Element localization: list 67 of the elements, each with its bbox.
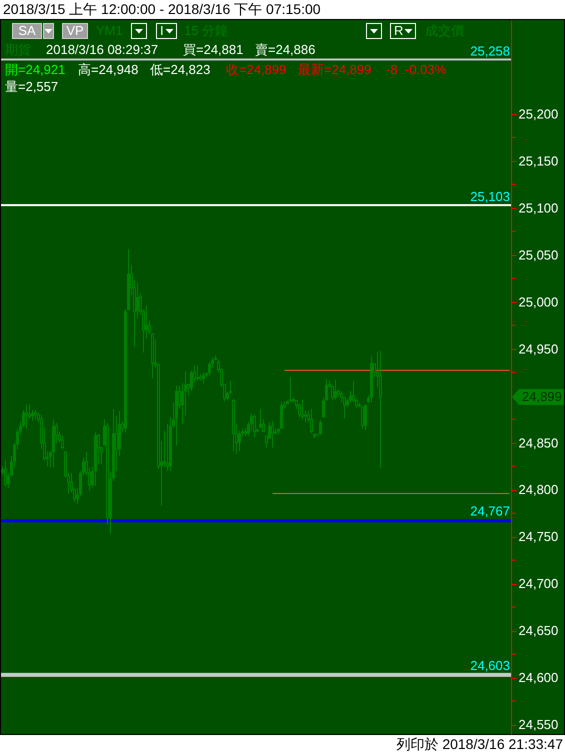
annotation: -0.03% bbox=[405, 62, 446, 77]
dropdown-button: R bbox=[390, 23, 416, 39]
candlestick bbox=[325, 378, 328, 401]
y-tick-label: 25,050 bbox=[518, 247, 558, 262]
annotation: 賣=24,886 bbox=[255, 42, 316, 57]
candlestick bbox=[253, 414, 256, 438]
candlestick bbox=[259, 408, 262, 428]
ref-line-label: 25,258 bbox=[470, 43, 510, 58]
button: SA bbox=[12, 23, 42, 39]
annotation: -8 bbox=[386, 62, 398, 77]
candlestick bbox=[340, 390, 343, 403]
y-tick-label: 24,850 bbox=[518, 435, 558, 450]
dropdown-button: I bbox=[156, 23, 177, 39]
y-tick-label: 24,550 bbox=[518, 717, 558, 732]
candlestick bbox=[319, 420, 322, 435]
y-tick-label: 24,650 bbox=[518, 623, 558, 638]
annotation: 2018/3/16 08:29:37 bbox=[46, 42, 158, 57]
y-tick-label: 24,750 bbox=[518, 529, 558, 544]
y-tick-label: 25,100 bbox=[518, 200, 558, 216]
annotation: 開=24,921 bbox=[5, 62, 66, 77]
candlestick bbox=[271, 420, 274, 448]
annotation: I bbox=[160, 23, 164, 38]
y-tick-label: 24,950 bbox=[518, 341, 558, 356]
annotation: VP bbox=[66, 23, 84, 38]
annotation: 高=24,948 bbox=[78, 62, 138, 77]
annotation: 收=24,899 bbox=[226, 62, 286, 77]
candlestick bbox=[25, 404, 28, 430]
candlestick bbox=[31, 409, 34, 422]
candlestick bbox=[34, 409, 37, 420]
candlestick bbox=[334, 379, 337, 400]
ref-line-label: 24,603 bbox=[470, 658, 510, 673]
y-tick-label: 25,000 bbox=[518, 294, 558, 310]
candlestick bbox=[145, 305, 148, 339]
candlestick bbox=[301, 399, 304, 420]
candlestick bbox=[4, 460, 7, 486]
candlestick bbox=[190, 370, 193, 392]
candlestick bbox=[349, 390, 352, 403]
candlestick bbox=[379, 350, 382, 469]
candlestick bbox=[136, 282, 139, 320]
candlestick bbox=[196, 365, 199, 382]
annotation: 量=2,557 bbox=[5, 79, 58, 94]
text: 列印於 2018/3/16 21:33:47 bbox=[396, 736, 563, 752]
candlestick bbox=[310, 408, 313, 434]
candlestick bbox=[361, 406, 364, 430]
annotation: 買=24,881 bbox=[183, 42, 244, 57]
y-tick-label: 25,150 bbox=[518, 153, 558, 168]
candlestick bbox=[61, 436, 64, 450]
ref-line-label: 25,103 bbox=[470, 189, 510, 204]
y-tick-label: 25,200 bbox=[518, 106, 558, 122]
button: VP bbox=[62, 23, 88, 39]
candlestick bbox=[238, 430, 241, 452]
candlestick bbox=[202, 372, 205, 384]
annotation: SA bbox=[18, 23, 36, 38]
y-tick-label: 24,600 bbox=[518, 670, 558, 686]
candlestick bbox=[280, 400, 283, 430]
y-tick-label: 24,800 bbox=[518, 482, 558, 498]
annotation: 最新=24,899 bbox=[298, 62, 372, 77]
candlestick bbox=[298, 404, 301, 418]
chart-title: 2018/3/15 上午 12:00:00 - 2018/3/16 下午 07:15:00 bbox=[3, 1, 321, 18]
ref-line-label: 24,767 bbox=[470, 504, 510, 519]
candlestick bbox=[364, 404, 367, 432]
annotation: 低=24,823 bbox=[150, 62, 210, 77]
candlestick bbox=[289, 376, 292, 403]
candlestick bbox=[208, 361, 211, 377]
y-tick-label: 24,700 bbox=[518, 576, 558, 592]
annotation: R bbox=[394, 23, 404, 38]
candlestick bbox=[304, 410, 307, 423]
